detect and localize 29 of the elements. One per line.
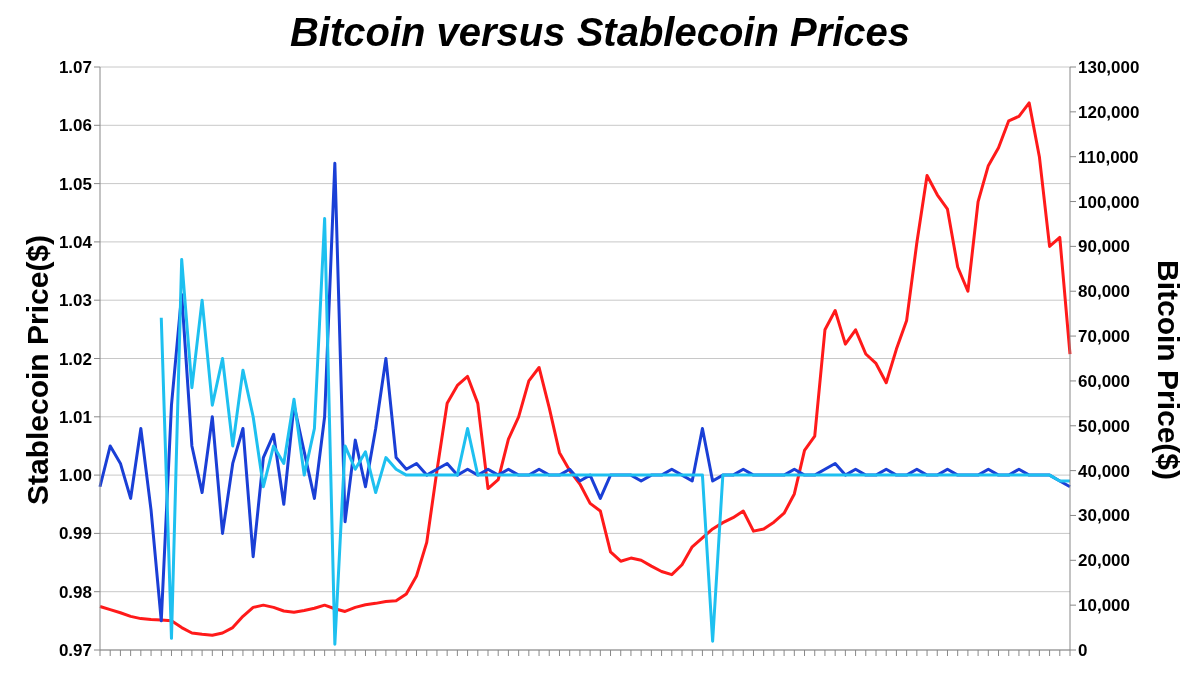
chart-title: Bitcoin versus Stablecoin Prices	[288, 10, 912, 55]
y2-tick-label: 40,000	[1078, 461, 1130, 481]
y2-tick-label: 60,000	[1078, 371, 1130, 391]
y-tick-label: 0.97	[58, 641, 92, 661]
y2-tick-label: 50,000	[1078, 416, 1130, 436]
y2-tick-label: 80,000	[1078, 282, 1130, 302]
y2-tick-label: 110,000	[1078, 147, 1139, 167]
y-tick-label: 1.04	[58, 232, 93, 252]
y2-tick-label: 100,000	[1078, 192, 1140, 212]
y-tick-label: 0.98	[58, 582, 92, 602]
y-tick-label: 1.03	[58, 291, 92, 311]
y-tick-label: 1.00	[58, 466, 92, 486]
y-tick-label: 1.06	[58, 116, 92, 136]
y-tick-label: 0.99	[58, 524, 92, 544]
y2-tick-label: 130,000	[1078, 58, 1140, 78]
y2-tick-label: 30,000	[1078, 506, 1130, 526]
y2-tick-label: 10,000	[1078, 596, 1130, 616]
y-tick-label: 1.07	[58, 58, 92, 78]
line-series	[159, 217, 1072, 646]
y-tick-label: 1.05	[58, 174, 92, 194]
y2-tick-label: 70,000	[1078, 327, 1130, 347]
y2-tick-label: 120,000	[1078, 102, 1140, 122]
y-tick-label: 1.02	[58, 349, 92, 369]
y2-axis-title: Bitcoin Price($)	[1151, 259, 1185, 481]
y2-tick-label: 0	[1078, 641, 1088, 661]
y-axis-title: Stablecoin Price($)	[21, 234, 55, 506]
y2-tick-label: 90,000	[1078, 237, 1130, 257]
y2-tick-label: 20,000	[1078, 551, 1130, 571]
y-tick-label: 1.01	[58, 407, 92, 427]
